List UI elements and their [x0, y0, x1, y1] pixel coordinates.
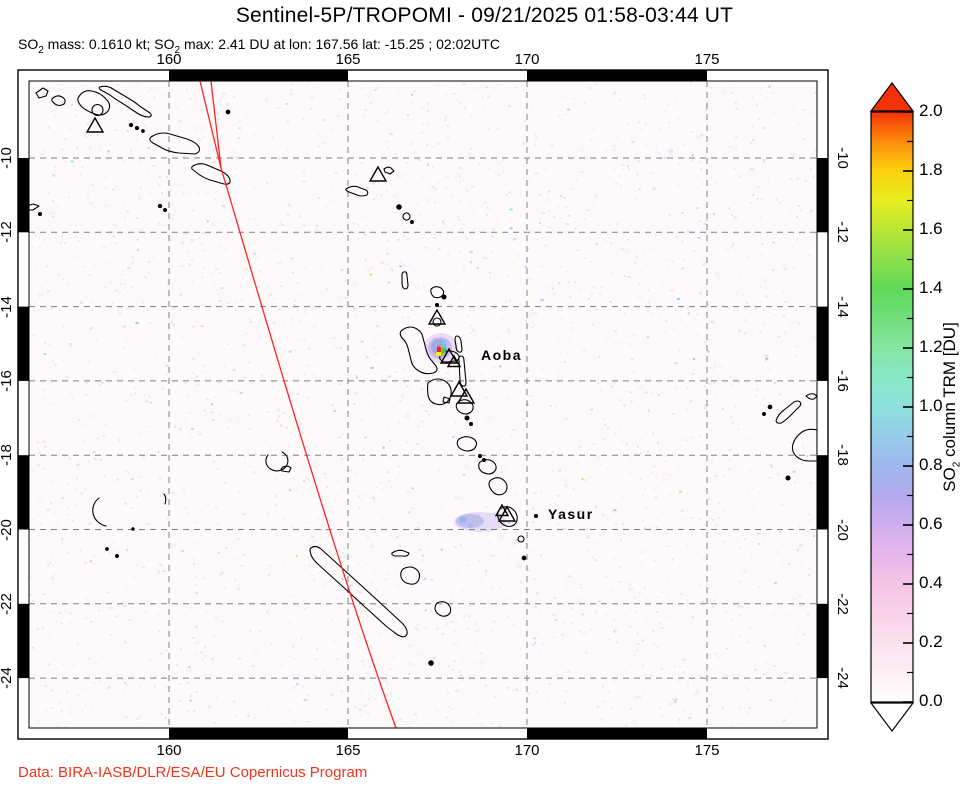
volcano-triangle-marker	[449, 380, 469, 397]
lat-tick-label-left: -22	[0, 592, 15, 615]
volcano-triangle-marker	[446, 354, 462, 368]
volcano-triangle-marker	[368, 165, 388, 182]
volcano-triangle-marker	[427, 308, 447, 325]
orbit-edge-line	[199, 81, 397, 728]
colorbar-tick-label: 1.8	[919, 160, 943, 179]
subtitle-subscript: 2	[174, 44, 181, 56]
colorbar-tick-label: 1.2	[919, 337, 943, 356]
colorbar-tick-label: 1.4	[919, 278, 943, 297]
volcano-triangle-marker	[439, 347, 459, 364]
colorbar-tick-label: 0.6	[919, 514, 943, 533]
volcano-triangle-marker	[85, 116, 105, 133]
colorbar	[869, 82, 915, 732]
colorbar-tick-label: 1.6	[919, 219, 943, 238]
subtitle-text: max: 2.41 DU at lon: 167.56 lat: -15.25 …	[180, 36, 500, 52]
colorbar-tick-label: 1.0	[919, 396, 943, 415]
lon-tick-label-bottom: 175	[694, 742, 720, 759]
volcano-triangle-marker	[497, 505, 517, 522]
lat-tick-label-left: -24	[0, 667, 15, 689]
volcano-triangle-marker	[456, 387, 476, 404]
lat-lon-gridlines	[29, 81, 817, 728]
lat-tick-label-left: -12	[0, 221, 15, 244]
lat-tick-label-right: -24	[834, 667, 851, 689]
lat-tick-label-left: -10	[0, 147, 15, 169]
lat-tick-label-right: -14	[834, 295, 851, 318]
subtitle: SO2 mass: 0.1610 kt; SO2 max: 2.41 DU at…	[18, 36, 500, 56]
lat-tick-label-right: -20	[834, 518, 851, 541]
volcano-markers	[85, 116, 517, 522]
colorbar-tick-label: 0.2	[919, 632, 943, 651]
colorbar-tick-label: 0.4	[919, 573, 943, 592]
colorbar-tick-label: 0.8	[919, 455, 943, 474]
page-title: Sentinel-5P/TROPOMI - 09/21/2025 01:58-0…	[235, 4, 734, 27]
colorbar-tick-label: 0.0	[919, 691, 943, 710]
lon-tick-label-bottom: 165	[335, 742, 361, 759]
lat-tick-label-left: -16	[0, 370, 15, 392]
volcano-label-yasur: Yasur	[548, 506, 594, 522]
volcano-label-aoba: Aoba	[481, 347, 522, 363]
subtitle-text: SO	[18, 36, 39, 52]
so2-noise-speckles	[29, 81, 817, 728]
map-area	[29, 81, 817, 728]
lon-tick-label-bottom: 170	[514, 742, 540, 759]
lat-tick-label-right: -18	[834, 444, 851, 467]
colorbar-bottom-arrow	[869, 702, 915, 732]
lon-tick-label-top: 165	[335, 51, 361, 68]
aoba-plume-core	[435, 340, 447, 356]
coastlines	[29, 85, 817, 666]
map-frame	[17, 69, 829, 740]
lat-tick-label-right: -12	[834, 221, 851, 244]
subtitle-text: mass: 0.1610 kt; SO	[43, 36, 175, 52]
sea-background	[29, 81, 817, 728]
colorbar-top-arrow	[869, 82, 915, 112]
lon-tick-label-top: 160	[156, 51, 182, 68]
data-credit: Data: BIRA-IASB/DLR/ESA/EU Copernicus Pr…	[18, 764, 368, 781]
subtitle-subscript: 2	[38, 44, 44, 56]
lon-tick-label-top: 170	[514, 51, 540, 68]
lat-tick-label-right: -10	[834, 147, 851, 169]
lat-tick-label-left: -14	[0, 295, 15, 318]
lon-tick-label-top: 175	[694, 51, 720, 68]
lat-tick-label-left: -20	[0, 518, 15, 541]
lat-tick-label-right: -16	[834, 370, 851, 392]
colorbar-ticks	[903, 111, 913, 703]
colorbar-tick-label: 2.0	[919, 101, 943, 120]
yasur-plume	[454, 511, 506, 532]
lat-tick-label-left: -18	[0, 444, 15, 467]
lat-tick-label-right: -22	[834, 592, 851, 615]
colorbar-gradient-bar	[870, 111, 914, 703]
lon-tick-label-bottom: 160	[156, 742, 182, 759]
